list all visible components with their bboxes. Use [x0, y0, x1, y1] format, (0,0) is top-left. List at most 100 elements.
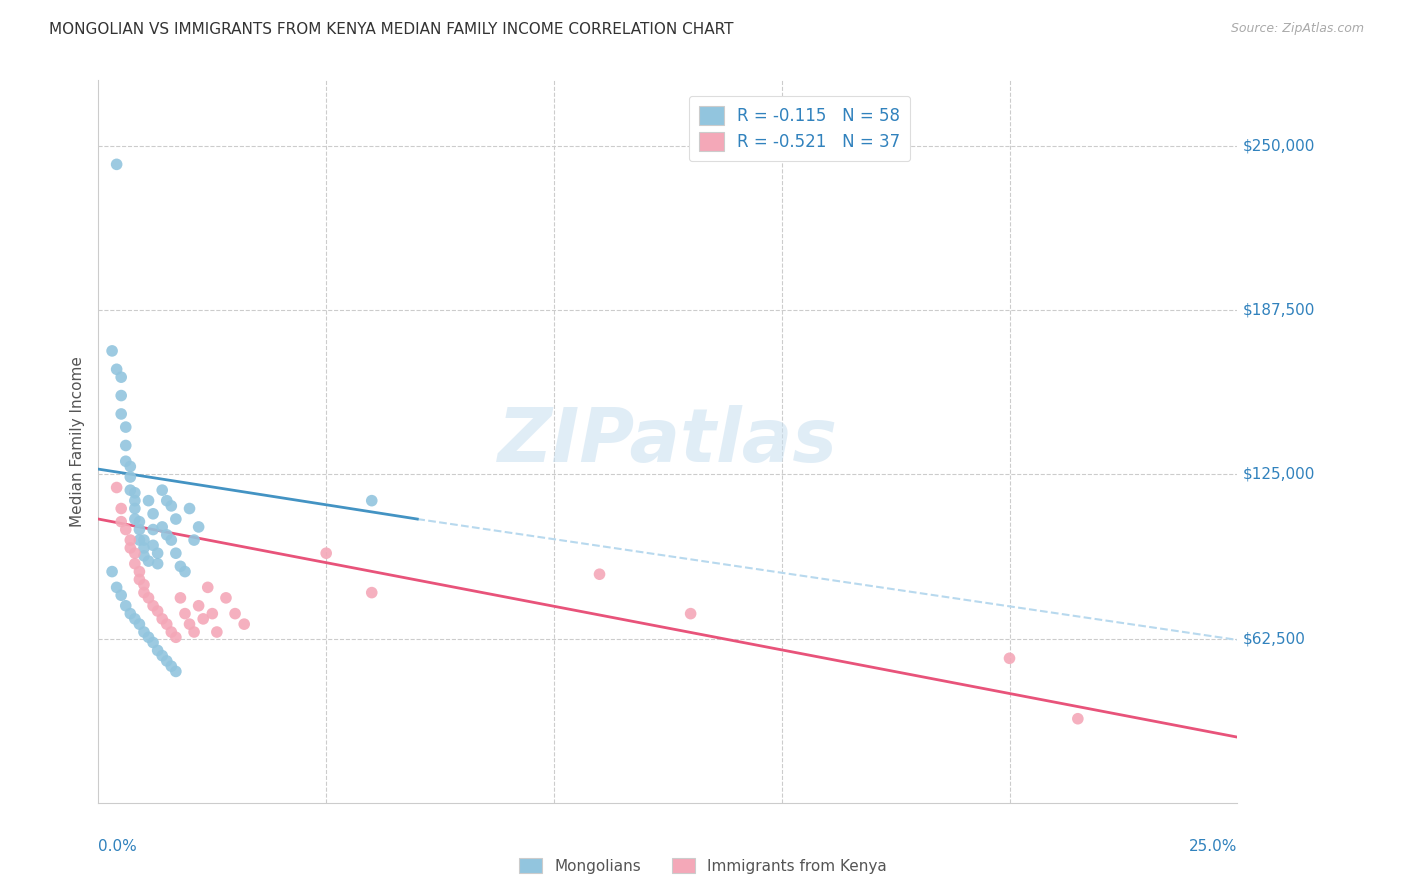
- Point: [128, 515, 150, 529]
- Point: [138, 630, 160, 644]
- Point: [132, 625, 155, 640]
- Point: [360, 493, 382, 508]
- Point: [156, 617, 179, 632]
- Point: [160, 499, 183, 513]
- Point: [679, 607, 702, 621]
- Point: [101, 565, 124, 579]
- Point: [110, 388, 132, 402]
- Point: [588, 567, 610, 582]
- Point: [124, 612, 146, 626]
- Point: [156, 528, 179, 542]
- Point: [114, 438, 136, 452]
- Point: [132, 533, 155, 547]
- Text: $125,000: $125,000: [1243, 467, 1316, 482]
- Point: [179, 501, 201, 516]
- Point: [132, 549, 155, 563]
- Text: MONGOLIAN VS IMMIGRANTS FROM KENYA MEDIAN FAMILY INCOME CORRELATION CHART: MONGOLIAN VS IMMIGRANTS FROM KENYA MEDIA…: [49, 22, 734, 37]
- Point: [174, 565, 197, 579]
- Point: [110, 407, 132, 421]
- Point: [201, 607, 224, 621]
- Point: [101, 343, 124, 358]
- Point: [128, 617, 150, 632]
- Point: [132, 578, 155, 592]
- Point: [160, 659, 183, 673]
- Point: [138, 493, 160, 508]
- Point: [128, 565, 150, 579]
- Point: [165, 665, 187, 679]
- Point: [146, 557, 169, 571]
- Point: [105, 481, 128, 495]
- Point: [138, 591, 160, 605]
- Point: [156, 493, 179, 508]
- Point: [215, 591, 238, 605]
- Point: [183, 625, 205, 640]
- Point: [998, 651, 1021, 665]
- Point: [197, 580, 219, 594]
- Point: [150, 520, 173, 534]
- Text: 25.0%: 25.0%: [1189, 838, 1237, 854]
- Point: [124, 557, 146, 571]
- Point: [165, 546, 187, 560]
- Point: [169, 591, 191, 605]
- Point: [142, 523, 165, 537]
- Text: $187,500: $187,500: [1243, 302, 1316, 318]
- Point: [150, 648, 173, 663]
- Point: [110, 588, 132, 602]
- Point: [160, 533, 183, 547]
- Point: [146, 604, 169, 618]
- Point: [146, 643, 169, 657]
- Point: [187, 599, 209, 613]
- Point: [174, 607, 197, 621]
- Point: [124, 485, 146, 500]
- Point: [110, 501, 132, 516]
- Point: [224, 607, 246, 621]
- Point: [179, 617, 201, 632]
- Point: [110, 370, 132, 384]
- Point: [128, 533, 150, 547]
- Point: [124, 512, 146, 526]
- Point: [120, 533, 142, 547]
- Point: [120, 459, 142, 474]
- Point: [138, 554, 160, 568]
- Point: [360, 585, 382, 599]
- Point: [183, 533, 205, 547]
- Point: [114, 523, 136, 537]
- Point: [169, 559, 191, 574]
- Point: [193, 612, 215, 626]
- Text: ZIPatlas: ZIPatlas: [498, 405, 838, 478]
- Point: [315, 546, 337, 560]
- Point: [105, 157, 128, 171]
- Point: [132, 585, 155, 599]
- Point: [120, 470, 142, 484]
- Point: [1067, 712, 1090, 726]
- Point: [146, 546, 169, 560]
- Point: [114, 454, 136, 468]
- Point: [124, 493, 146, 508]
- Point: [124, 546, 146, 560]
- Text: $62,500: $62,500: [1243, 632, 1306, 646]
- Point: [120, 483, 142, 497]
- Text: Source: ZipAtlas.com: Source: ZipAtlas.com: [1230, 22, 1364, 36]
- Point: [114, 420, 136, 434]
- Point: [160, 625, 183, 640]
- Point: [128, 573, 150, 587]
- Text: $250,000: $250,000: [1243, 138, 1316, 153]
- Point: [150, 483, 173, 497]
- Point: [132, 541, 155, 555]
- Point: [156, 654, 179, 668]
- Point: [128, 523, 150, 537]
- Point: [142, 507, 165, 521]
- Point: [105, 580, 128, 594]
- Point: [105, 362, 128, 376]
- Point: [142, 599, 165, 613]
- Y-axis label: Median Family Income: Median Family Income: [69, 356, 84, 527]
- Legend: Mongolians, Immigrants from Kenya: Mongolians, Immigrants from Kenya: [513, 852, 893, 880]
- Point: [165, 512, 187, 526]
- Point: [205, 625, 228, 640]
- Point: [142, 538, 165, 552]
- Point: [142, 635, 165, 649]
- Point: [124, 501, 146, 516]
- Legend: R = -0.115   N = 58, R = -0.521   N = 37: R = -0.115 N = 58, R = -0.521 N = 37: [689, 95, 910, 161]
- Point: [165, 630, 187, 644]
- Point: [120, 541, 142, 555]
